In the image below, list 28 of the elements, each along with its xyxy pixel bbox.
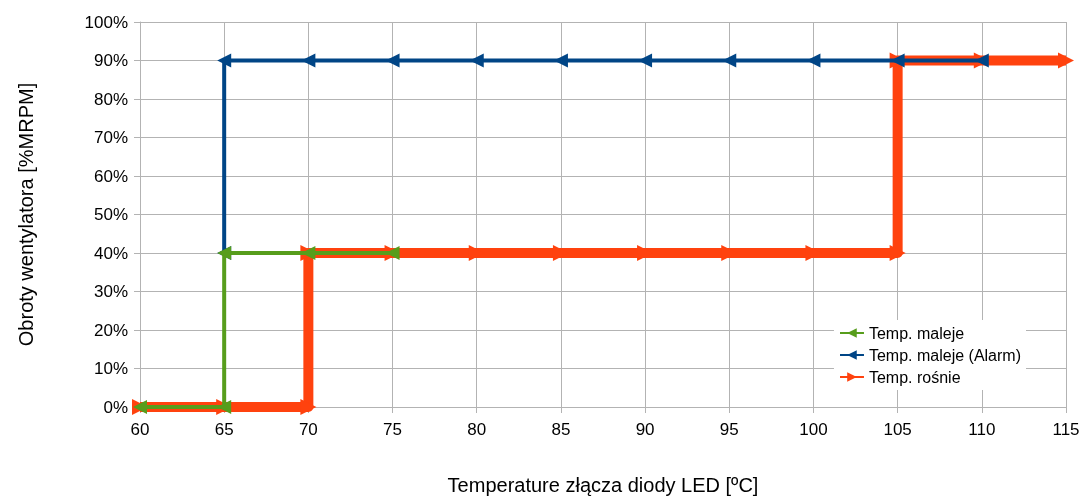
x-tick-label: 65 bbox=[214, 420, 234, 439]
y-tick-label: 10% bbox=[93, 359, 128, 378]
y-tick-label: 70% bbox=[93, 128, 128, 147]
x-tick-label: 100 bbox=[799, 420, 828, 439]
y-tick-label: 40% bbox=[93, 243, 128, 263]
legend-label: Temp. maleje bbox=[868, 324, 965, 342]
x-tick-label: 105 bbox=[883, 420, 912, 439]
y-tick-label: 90% bbox=[93, 51, 128, 70]
x-tick-label: 115 bbox=[1052, 420, 1080, 439]
y-tick-label: 20% bbox=[93, 320, 128, 340]
y-axis-title: Obroty wentylatora [%MRPM] bbox=[15, 82, 37, 347]
x-tick-label: 110 bbox=[968, 420, 996, 439]
y-tick-label: 30% bbox=[93, 282, 128, 301]
x-tick-label: 80 bbox=[467, 420, 487, 439]
legend-label: Temp. rośnie bbox=[868, 368, 961, 386]
y-tick-label: 50% bbox=[93, 205, 128, 224]
y-tick-label: 100% bbox=[84, 12, 128, 32]
x-axis-title: Temperature złącza diody LED [ºC] bbox=[447, 474, 759, 496]
x-tick-label: 70 bbox=[298, 420, 318, 439]
y-tick-label: 0% bbox=[103, 397, 128, 417]
x-tick-label: 60 bbox=[130, 420, 150, 439]
y-tick-label: 60% bbox=[93, 166, 128, 186]
x-tick-label: 95 bbox=[719, 420, 739, 439]
y-tick-label: 80% bbox=[93, 89, 128, 109]
x-tick-label: 90 bbox=[635, 420, 655, 439]
x-tick-label: 75 bbox=[383, 420, 403, 439]
x-tick-label: 85 bbox=[551, 420, 571, 439]
legend-label: Temp. maleje (Alarm) bbox=[868, 346, 1021, 364]
